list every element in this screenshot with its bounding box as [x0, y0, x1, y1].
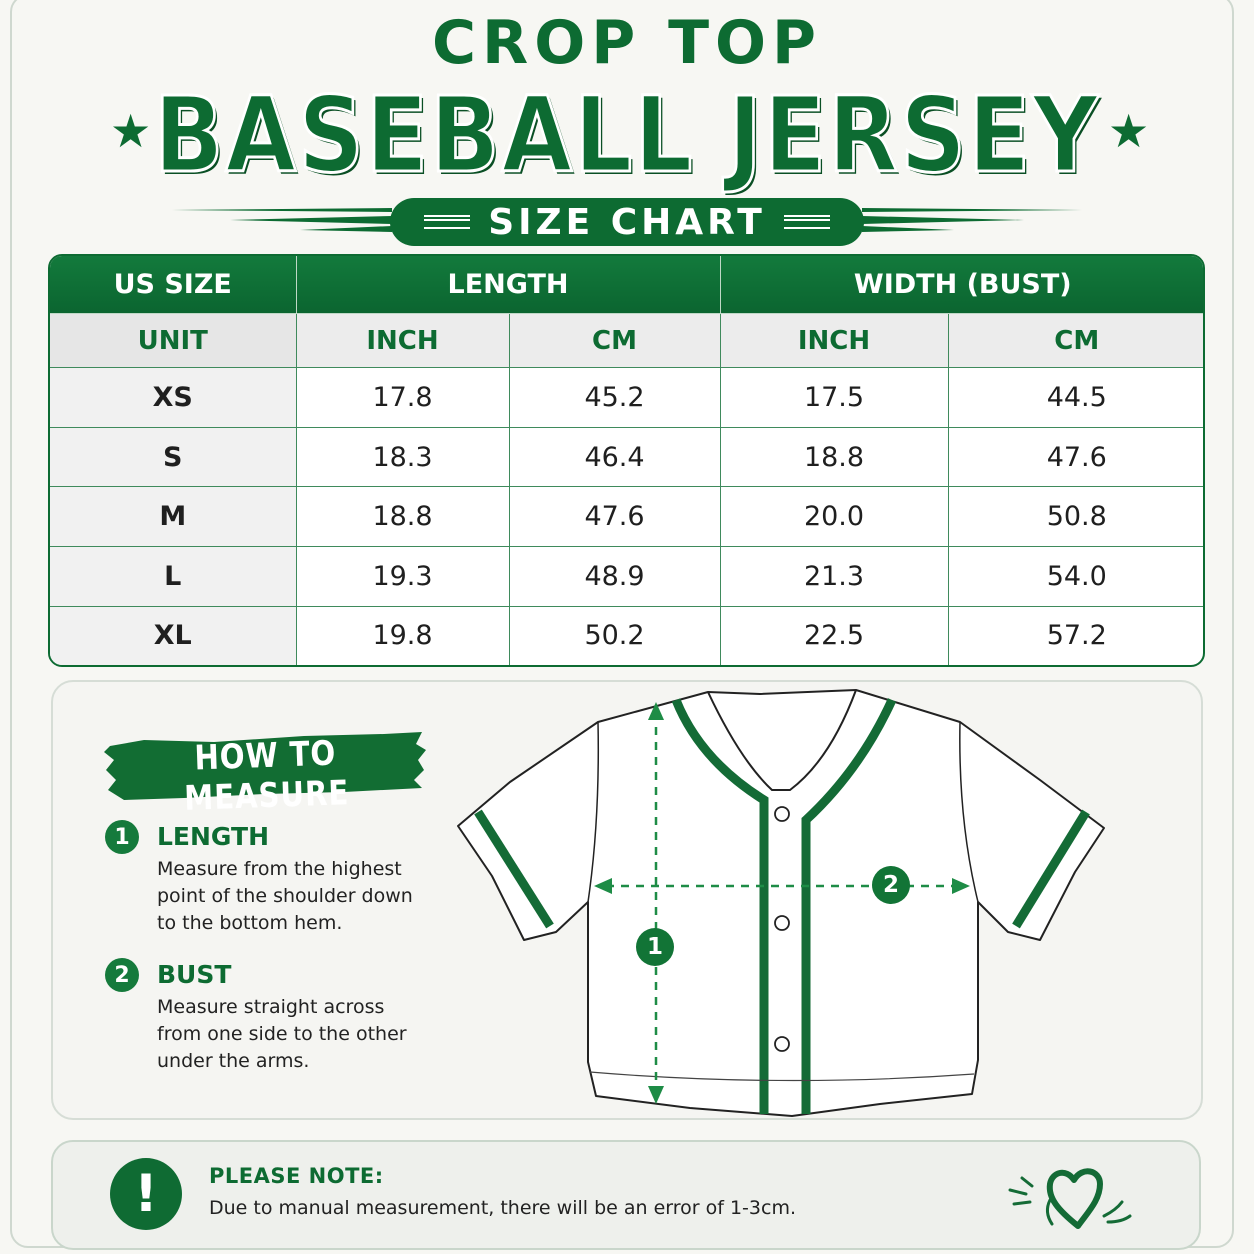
banner-label: SIZE CHART — [488, 201, 766, 243]
table-row: XL 19.8 50.2 22.5 57.2 — [50, 605, 1203, 665]
size-cell: L — [50, 546, 297, 607]
length-inch-cell: 17.8 — [295, 367, 510, 428]
length-inch-cell: 18.8 — [295, 486, 510, 548]
length-inch-cell: 19.3 — [295, 546, 510, 607]
heart-icon — [1008, 1168, 1132, 1229]
width-cm-cell: 50.8 — [947, 486, 1203, 548]
unit-length-cm: CM — [508, 313, 721, 368]
width-inch-cell: 18.8 — [719, 426, 949, 488]
table-row: S 18.3 46.4 18.8 47.6 — [50, 426, 1203, 488]
unit-label: UNIT — [50, 313, 297, 368]
bust-marker: 2 — [872, 866, 910, 904]
note-panel — [51, 1140, 1201, 1250]
step-number-badge: 2 — [105, 958, 139, 992]
note-title: PLEASE NOTE: — [209, 1164, 384, 1188]
length-inch-cell: 19.8 — [295, 605, 510, 665]
step-desc-bust: Measure straight across from one side to… — [157, 996, 407, 1072]
length-marker: 1 — [636, 928, 674, 966]
banner-dash-right — [783, 215, 830, 229]
exclamation-icon: ! — [110, 1158, 182, 1230]
jersey-diagram — [457, 689, 1105, 1117]
width-cm-cell: 44.5 — [947, 367, 1203, 428]
header-width: WIDTH (BUST) — [719, 256, 1203, 314]
width-cm-cell: 54.0 — [947, 546, 1203, 607]
step-title-bust: BUST — [157, 960, 232, 989]
brush-stroke-banner — [104, 732, 426, 800]
note-text: Due to manual measurement, there will be… — [209, 1197, 796, 1219]
banner-dash-left — [424, 215, 471, 229]
step-title-length: LENGTH — [157, 822, 269, 851]
unit-width-inch: INCH — [719, 313, 949, 368]
table-row: L 19.3 48.9 21.3 54.0 — [50, 546, 1203, 607]
size-chart-banner: SIZE CHART — [390, 198, 864, 246]
width-inch-cell: 20.0 — [719, 486, 949, 548]
length-cm-cell: 48.9 — [508, 546, 721, 607]
step-number-badge: 1 — [105, 820, 139, 854]
width-inch-cell: 17.5 — [719, 367, 949, 428]
size-cell: XS — [50, 367, 297, 428]
width-inch-cell: 21.3 — [719, 546, 949, 607]
unit-length-inch: INCH — [295, 313, 510, 368]
banner-decoration — [172, 208, 1082, 232]
width-inch-cell: 22.5 — [719, 605, 949, 665]
size-cell: XL — [50, 605, 297, 665]
length-inch-cell: 18.3 — [295, 426, 510, 488]
table-row: M 18.8 47.6 20.0 50.8 — [50, 486, 1203, 548]
length-cm-cell: 50.2 — [508, 605, 721, 665]
size-cell: M — [50, 486, 297, 548]
how-to-measure-heading: HOW TO MEASURE — [183, 733, 350, 819]
length-cm-cell: 47.6 — [508, 486, 721, 548]
length-cm-cell: 46.4 — [508, 426, 721, 488]
subtitle: CROP TOP — [431, 8, 822, 78]
width-cm-cell: 47.6 — [947, 426, 1203, 488]
width-cm-cell: 57.2 — [947, 605, 1203, 665]
star-icon: ★ — [1108, 105, 1150, 157]
header-us-size: US SIZE — [50, 256, 297, 314]
page-title: BASEBALL JERSEY — [153, 73, 1101, 198]
table-row: XS 17.8 45.2 17.5 44.5 — [50, 367, 1203, 428]
size-cell: S — [50, 426, 297, 488]
header-length: LENGTH — [295, 256, 721, 314]
length-cm-cell: 45.2 — [508, 367, 721, 428]
unit-width-cm: CM — [947, 313, 1203, 368]
size-table: US SIZE LENGTH WIDTH (BUST) UNIT INCH CM… — [48, 254, 1205, 667]
step-desc-length: Measure from the highest point of the sh… — [157, 858, 413, 934]
star-icon: ★ — [110, 105, 152, 157]
